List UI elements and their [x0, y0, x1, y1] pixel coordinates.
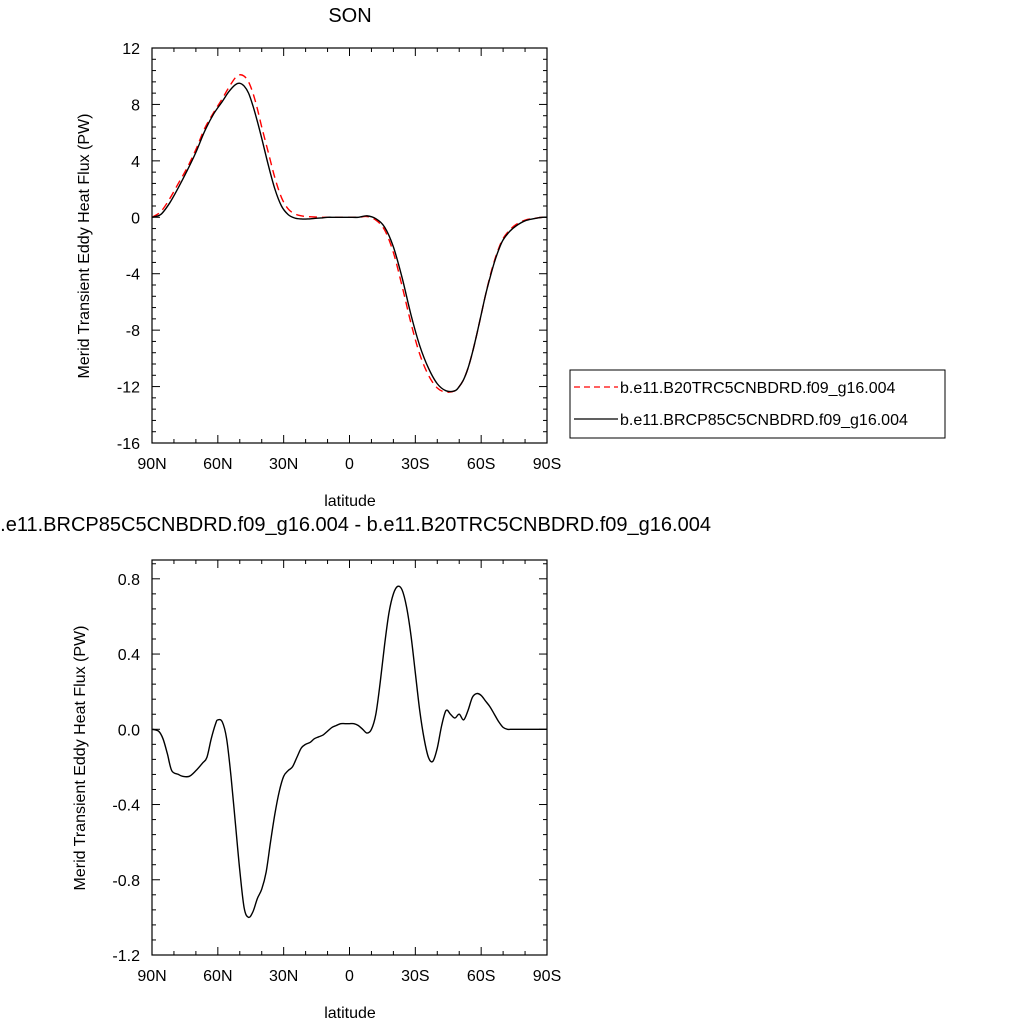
- x-tick-label: 60S: [467, 968, 495, 985]
- x-tick-label: 0: [345, 968, 354, 985]
- y-tick-label: -4: [126, 267, 140, 284]
- y-tick-label: 4: [131, 154, 140, 171]
- plot-frame: [151, 559, 548, 956]
- y-tick-label: 8: [131, 97, 140, 114]
- y-tick-label: -0.8: [112, 873, 140, 890]
- chart-2-series-line-1: [151, 585, 547, 919]
- x-tick-label: 60N: [203, 456, 232, 473]
- y-tick-label: -8: [126, 323, 140, 340]
- legend-label-1: b.e11.B20TRC5CNBDRD.f09_g16.004: [620, 380, 896, 397]
- y-tick-label: 12: [122, 41, 140, 58]
- y-tick-label: 0.4: [118, 647, 140, 664]
- x-tick-label: 30N: [269, 456, 298, 473]
- y-tick-label: 0: [131, 210, 140, 227]
- x-tick-label: 90S: [533, 968, 561, 985]
- chart-1-series-line-2: [151, 82, 548, 393]
- x-tick-label: 60S: [467, 456, 495, 473]
- chart-1-xlabel: latitude: [324, 493, 376, 510]
- chart-2-ylabel: Merid Transient Eddy Heat Flux (PW): [72, 626, 89, 891]
- x-tick-label: 60N: [203, 968, 232, 985]
- legend-box: [569, 369, 946, 439]
- x-tick-label: 90N: [137, 456, 166, 473]
- chart-1-legend: b.e11.B20TRC5CNBDRD.f09_g16.004 b.e11.BR…: [569, 369, 946, 439]
- x-tick-label: 30N: [269, 968, 298, 985]
- x-tick-label: 90N: [137, 968, 166, 985]
- chart-1-ylabel: Merid Transient Eddy Heat Flux (PW): [76, 114, 93, 379]
- y-tick-label: -16: [117, 436, 140, 453]
- legend-label-2: b.e11.BRCP85C5CNBDRD.f09_g16.004: [620, 412, 908, 429]
- x-tick-label: 90S: [533, 456, 561, 473]
- x-tick-label: 30S: [401, 456, 429, 473]
- y-tick-label: -1.2: [112, 948, 140, 965]
- chart-1-title: SON: [328, 5, 371, 27]
- y-tick-label: 0.0: [118, 722, 140, 739]
- chart-2-plot-area: 90N 60N 30N 0 30S 60S 90S 0.8 0.4 0.0 -0.4 -0.8 -1.2: [112, 559, 561, 985]
- y-tick-label: 0.8: [118, 572, 140, 589]
- plot-frame: [151, 47, 548, 444]
- y-tick-label: -0.4: [112, 798, 140, 815]
- chart-1-series-line-1: [151, 74, 548, 394]
- x-tick-label: 30S: [401, 968, 429, 985]
- chart-1-plot-area: 90N 60N 30N 0 30S 60S 90S 12 8 4 0 -4 -8 -12 -16: [117, 41, 561, 473]
- y-tick-label: -12: [117, 380, 140, 397]
- chart-2-title: b.e11.BRCP85C5CNBDRD.f09_g16.004 - b.e11…: [0, 514, 711, 536]
- chart-2-xlabel: latitude: [324, 1005, 376, 1022]
- x-tick-label: 0: [345, 456, 354, 473]
